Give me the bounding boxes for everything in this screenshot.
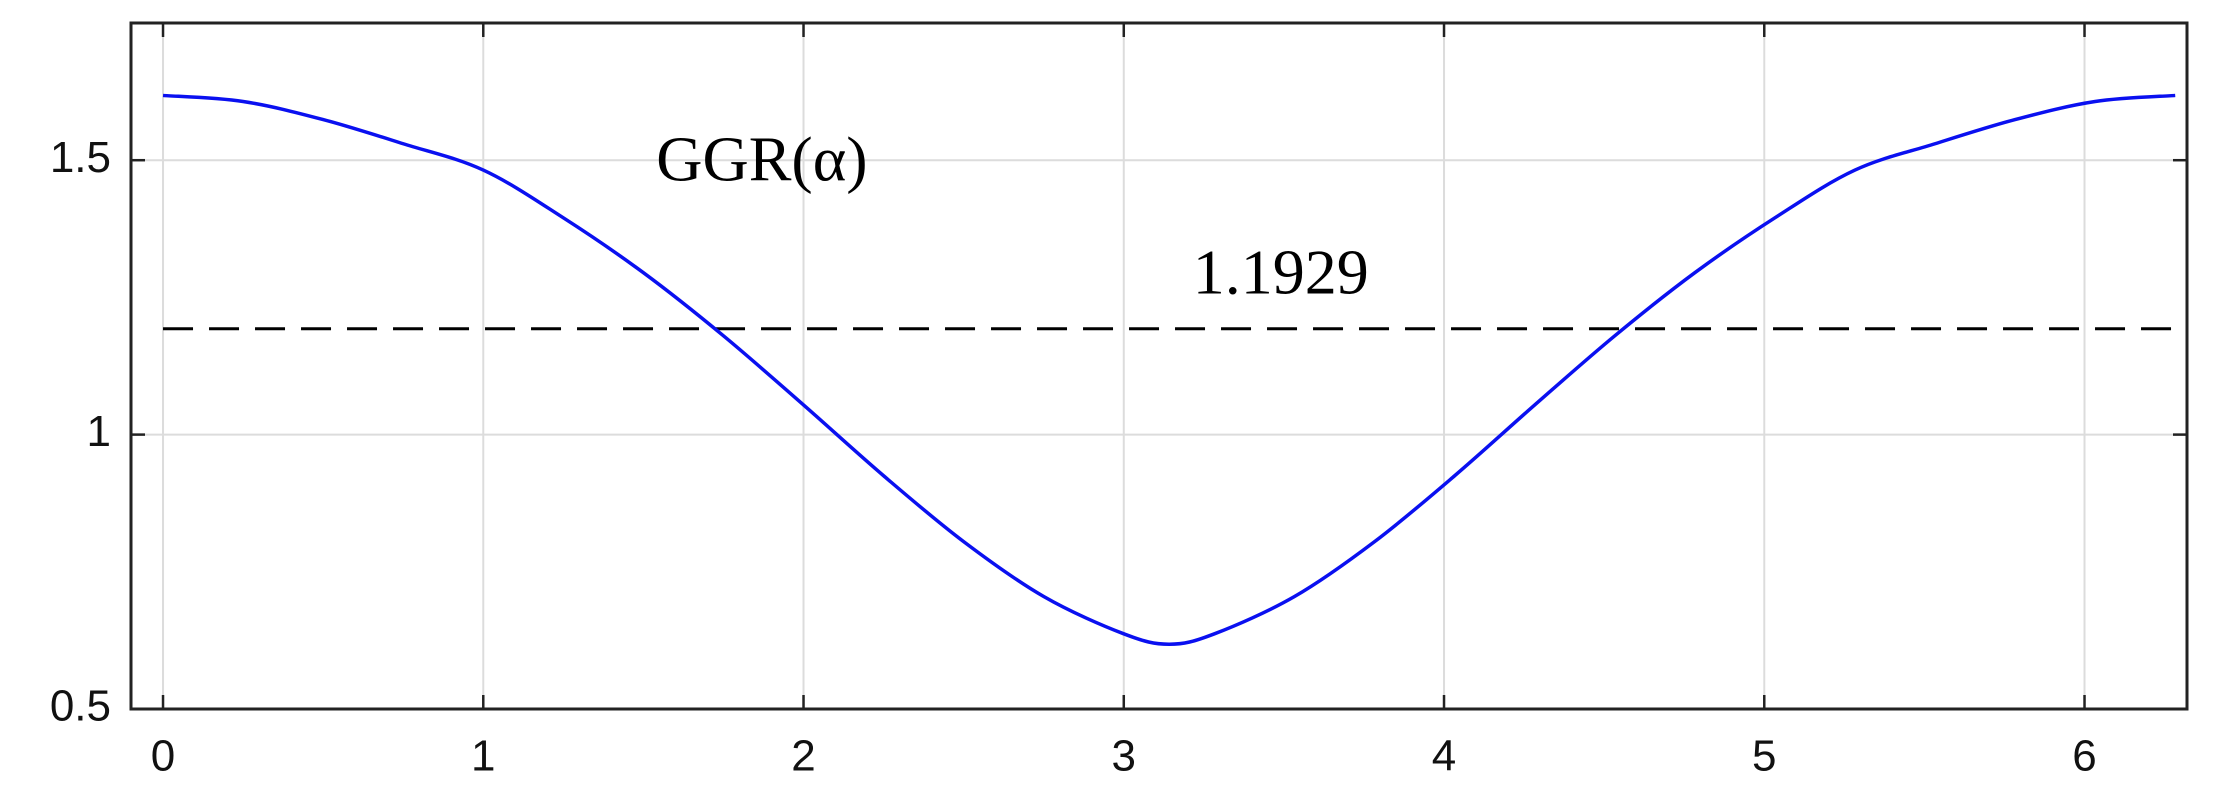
plot-frame (129, 21, 2189, 711)
x-tick-label: 4 (1432, 732, 1456, 781)
line-series (162, 93, 2176, 646)
x-tick-label: 3 (1112, 732, 1136, 781)
y-tick-label: 1.5 (50, 133, 111, 182)
y-tick-label: 0.5 (50, 682, 111, 731)
annotation: GGR(α) (656, 123, 867, 194)
x-tick-label: 6 (2072, 732, 2096, 781)
x-tick-label: 5 (1752, 732, 1776, 781)
x-tick-label: 1 (471, 732, 495, 781)
x-tick-label: 0 (151, 732, 175, 781)
y-tick-label: 1 (87, 407, 111, 456)
x-tick-label: 2 (791, 732, 815, 781)
reference-label: 1.1929 (1193, 236, 1369, 307)
